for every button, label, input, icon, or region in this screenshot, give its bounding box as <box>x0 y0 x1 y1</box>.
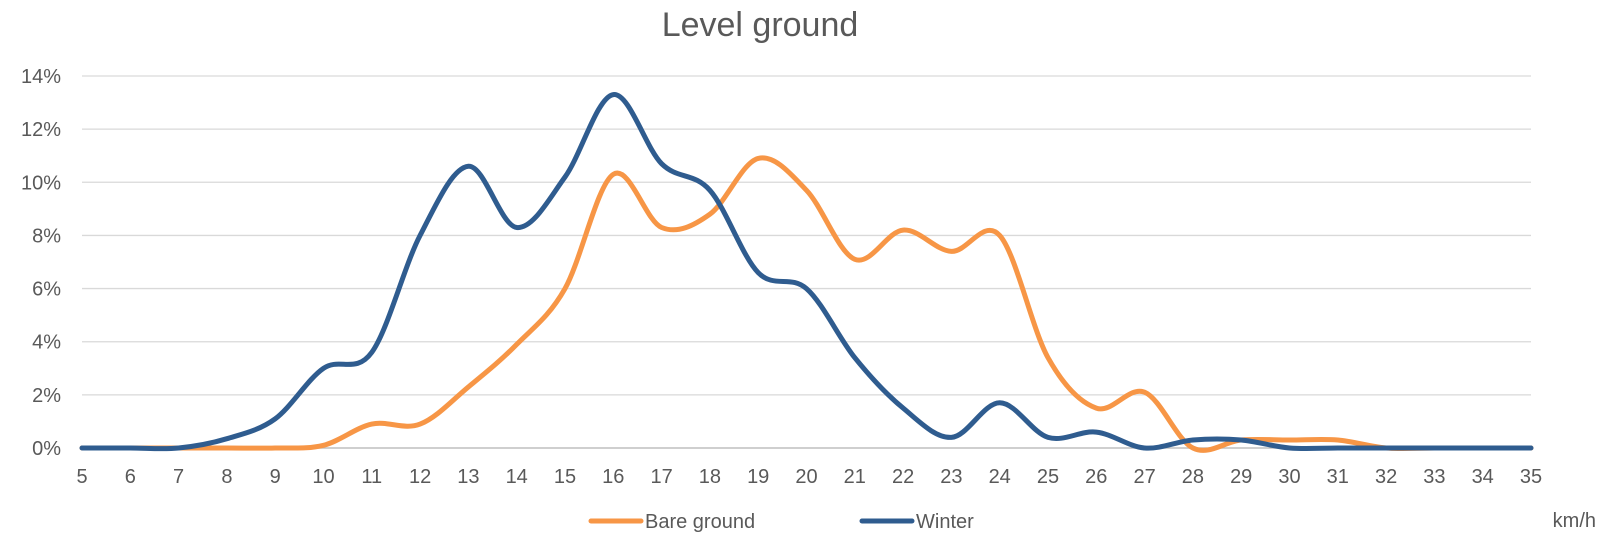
x-tick-label: 22 <box>892 466 914 488</box>
y-tick-label: 12% <box>21 119 61 141</box>
x-tick-label: 21 <box>844 466 866 488</box>
y-tick-label: 6% <box>32 279 61 301</box>
y-tick-label: 4% <box>32 332 61 354</box>
x-tick-label: 24 <box>989 466 1011 488</box>
series-lines <box>79 92 1534 453</box>
x-tick-label: 25 <box>1037 466 1059 488</box>
x-tick-label: 10 <box>312 466 334 488</box>
x-tick-label: 13 <box>457 466 479 488</box>
legend: Bare ground Winter <box>588 511 974 533</box>
x-tick-label: 28 <box>1182 466 1204 488</box>
x-tick-label: 29 <box>1230 466 1252 488</box>
x-tick-label: 20 <box>795 466 817 488</box>
series-line-winter <box>79 92 1534 452</box>
series-line-bare-ground <box>79 155 1534 453</box>
x-axis-label: km/h <box>1553 510 1596 532</box>
x-tick-label: 23 <box>940 466 962 488</box>
x-tick-label: 30 <box>1278 466 1300 488</box>
legend-label-bare-ground: Bare ground <box>645 511 755 533</box>
x-tick-label: 27 <box>1133 466 1155 488</box>
y-tick-label: 2% <box>32 385 61 407</box>
y-tick-label: 10% <box>21 172 61 194</box>
legend-label-winter: Winter <box>916 511 974 533</box>
x-tick-label: 19 <box>747 466 769 488</box>
x-tick-label: 8 <box>221 466 232 488</box>
x-tick-label: 32 <box>1375 466 1397 488</box>
y-axis-tick-labels: 0% 2% 4% 6% 8% 10% 12% 14% <box>21 66 61 460</box>
x-tick-label: 16 <box>602 466 624 488</box>
x-tick-label: 11 <box>361 466 382 488</box>
y-tick-label: 14% <box>21 66 61 88</box>
x-tick-label: 17 <box>650 466 672 488</box>
x-tick-label: 18 <box>699 466 721 488</box>
chart-title: Level ground <box>662 6 859 44</box>
x-tick-label: 5 <box>76 466 87 488</box>
x-tick-label: 34 <box>1472 466 1494 488</box>
x-tick-label: 6 <box>125 466 136 488</box>
x-tick-label: 35 <box>1520 466 1542 488</box>
y-tick-label: 0% <box>32 438 61 460</box>
gridlines <box>82 75 1531 449</box>
x-tick-label: 15 <box>554 466 576 488</box>
y-tick-label: 8% <box>32 225 61 247</box>
x-tick-label: 26 <box>1085 466 1107 488</box>
x-tick-label: 7 <box>173 466 184 488</box>
x-tick-label: 12 <box>409 466 431 488</box>
x-tick-label: 9 <box>270 466 281 488</box>
x-tick-label: 31 <box>1327 466 1349 488</box>
x-tick-label: 33 <box>1423 466 1445 488</box>
x-axis-tick-labels: 5 6 7 8 9 10 11 12 13 14 15 16 17 18 19 20 21 22 23 24 25 26 2… <box>76 466 1542 488</box>
x-tick-label: 14 <box>506 466 528 488</box>
